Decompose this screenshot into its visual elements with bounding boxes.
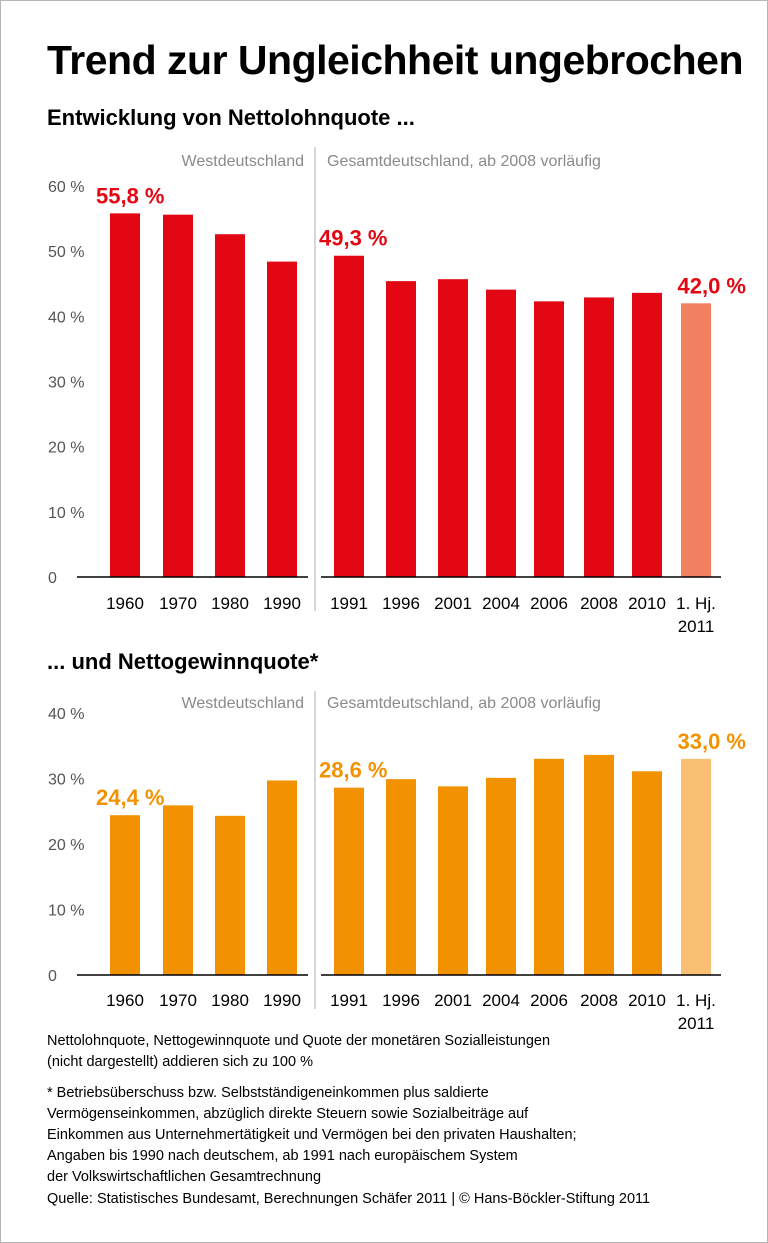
- bar-1960: [110, 815, 140, 975]
- x-tick-label: 1960: [106, 991, 144, 1010]
- data-label: 55,8 %: [96, 183, 165, 208]
- x-tick-label: 1970: [159, 594, 197, 613]
- bar-2006: [534, 301, 564, 577]
- bar-2001: [438, 786, 468, 975]
- chart-nettolohnquote: Westdeutschland Gesamtdeutschland, ab 200…: [1, 139, 768, 639]
- region-label-west: Westdeutschland: [182, 153, 304, 170]
- bar-1980: [215, 815, 245, 975]
- x-tick-label: 1970: [159, 991, 197, 1010]
- page-title: Trend zur Ungleichheit ungebrochen: [47, 37, 744, 83]
- bar-2008: [584, 297, 614, 577]
- x-tick-label: 1996: [382, 594, 420, 613]
- y-tick-label: 20 %: [48, 440, 84, 457]
- y-tick-label: 0: [48, 570, 57, 587]
- source-note: Quelle: Statistisches Bundesamt, Berechn…: [47, 1191, 651, 1207]
- x-tick-label: 2006: [530, 991, 568, 1010]
- y-tick-label: 20 %: [48, 837, 84, 854]
- chart-1-subtitle: Entwicklung von Nettolohnquote ...: [47, 105, 415, 130]
- region-label-west: Westdeutschland: [182, 695, 304, 712]
- y-tick-label: 60 %: [48, 179, 84, 196]
- data-label: 42,0 %: [678, 273, 747, 298]
- bar-1996: [386, 779, 416, 975]
- chart-nettogewinnquote: Westdeutschland Gesamtdeutschland, ab 200…: [1, 683, 768, 1038]
- bar-1-Hj-2011: [681, 303, 711, 577]
- bar-1991: [334, 255, 364, 577]
- chart-2-subtitle: ... und Nettogewinnquote*: [47, 649, 319, 674]
- x-tick-label: 2010: [628, 594, 666, 613]
- x-tick-label: 2004: [482, 991, 520, 1010]
- chart-nettogewinnquote-svg: Westdeutschland Gesamtdeutschland, ab 200…: [48, 691, 747, 1033]
- data-label: 33,0 %: [678, 729, 747, 754]
- y-tick-label: 30 %: [48, 375, 84, 392]
- bar-1991: [334, 787, 364, 975]
- bar-2010: [632, 292, 662, 577]
- bar-2006: [534, 758, 564, 975]
- x-tick-label: 2001: [434, 991, 472, 1010]
- x-tick-label: 1. Hj. 2011: [676, 991, 716, 1033]
- bar-1990: [267, 780, 297, 975]
- data-label: 49,3 %: [319, 226, 388, 251]
- x-tick-label: 2004: [482, 594, 520, 613]
- y-tick-label: 50 %: [48, 244, 84, 261]
- x-tick-label: 1996: [382, 991, 420, 1010]
- y-tick-label: 0: [48, 968, 57, 985]
- bar-2010: [632, 771, 662, 975]
- x-tick-label: 1991: [330, 991, 368, 1010]
- x-tick-label: 1990: [263, 991, 301, 1010]
- y-tick-label: 10 %: [48, 903, 84, 920]
- bar-1970: [163, 214, 193, 577]
- footnote: * Betriebsüberschuss bzw. Selbstständige…: [47, 1085, 577, 1185]
- x-tick-label: 2001: [434, 594, 472, 613]
- x-tick-label: 1. Hj. 2011: [676, 594, 716, 636]
- bar-2008: [584, 754, 614, 975]
- bar-1970: [163, 805, 193, 975]
- bar-1960: [110, 213, 140, 577]
- y-tick-label: 40 %: [48, 309, 84, 326]
- bar-2004: [486, 289, 516, 577]
- x-tick-label: 1990: [263, 594, 301, 613]
- region-label-gesamt: Gesamtdeutschland, ab 2008 vorläufig: [327, 153, 601, 170]
- bar-1980: [215, 234, 245, 577]
- x-tick-label: 1991: [330, 594, 368, 613]
- x-tick-label: 2010: [628, 991, 666, 1010]
- x-tick-label: 1960: [106, 594, 144, 613]
- x-tick-label: 2008: [580, 594, 618, 613]
- bar-1996: [386, 281, 416, 577]
- region-label-gesamt: Gesamtdeutschland, ab 2008 vorläufig: [327, 695, 601, 712]
- y-tick-label: 40 %: [48, 706, 84, 723]
- y-tick-label: 10 %: [48, 505, 84, 522]
- x-tick-label: 2008: [580, 991, 618, 1010]
- bar-2004: [486, 777, 516, 975]
- data-label: 24,4 %: [96, 785, 165, 810]
- bar-1990: [267, 261, 297, 577]
- x-tick-label: 1980: [211, 594, 249, 613]
- chart-nettolohnquote-svg: Westdeutschland Gesamtdeutschland, ab 200…: [48, 147, 747, 636]
- sum-note: Nettolohnquote, Nettogewinnquote und Quo…: [47, 1033, 551, 1070]
- bar-1-Hj-2011: [681, 758, 711, 975]
- x-tick-label: 1980: [211, 991, 249, 1010]
- bar-2001: [438, 279, 468, 577]
- y-tick-label: 30 %: [48, 772, 84, 789]
- data-label: 28,6 %: [319, 758, 388, 783]
- x-tick-label: 2006: [530, 594, 568, 613]
